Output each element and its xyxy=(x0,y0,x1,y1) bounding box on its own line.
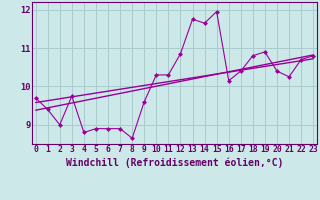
X-axis label: Windchill (Refroidissement éolien,°C): Windchill (Refroidissement éolien,°C) xyxy=(66,157,283,168)
